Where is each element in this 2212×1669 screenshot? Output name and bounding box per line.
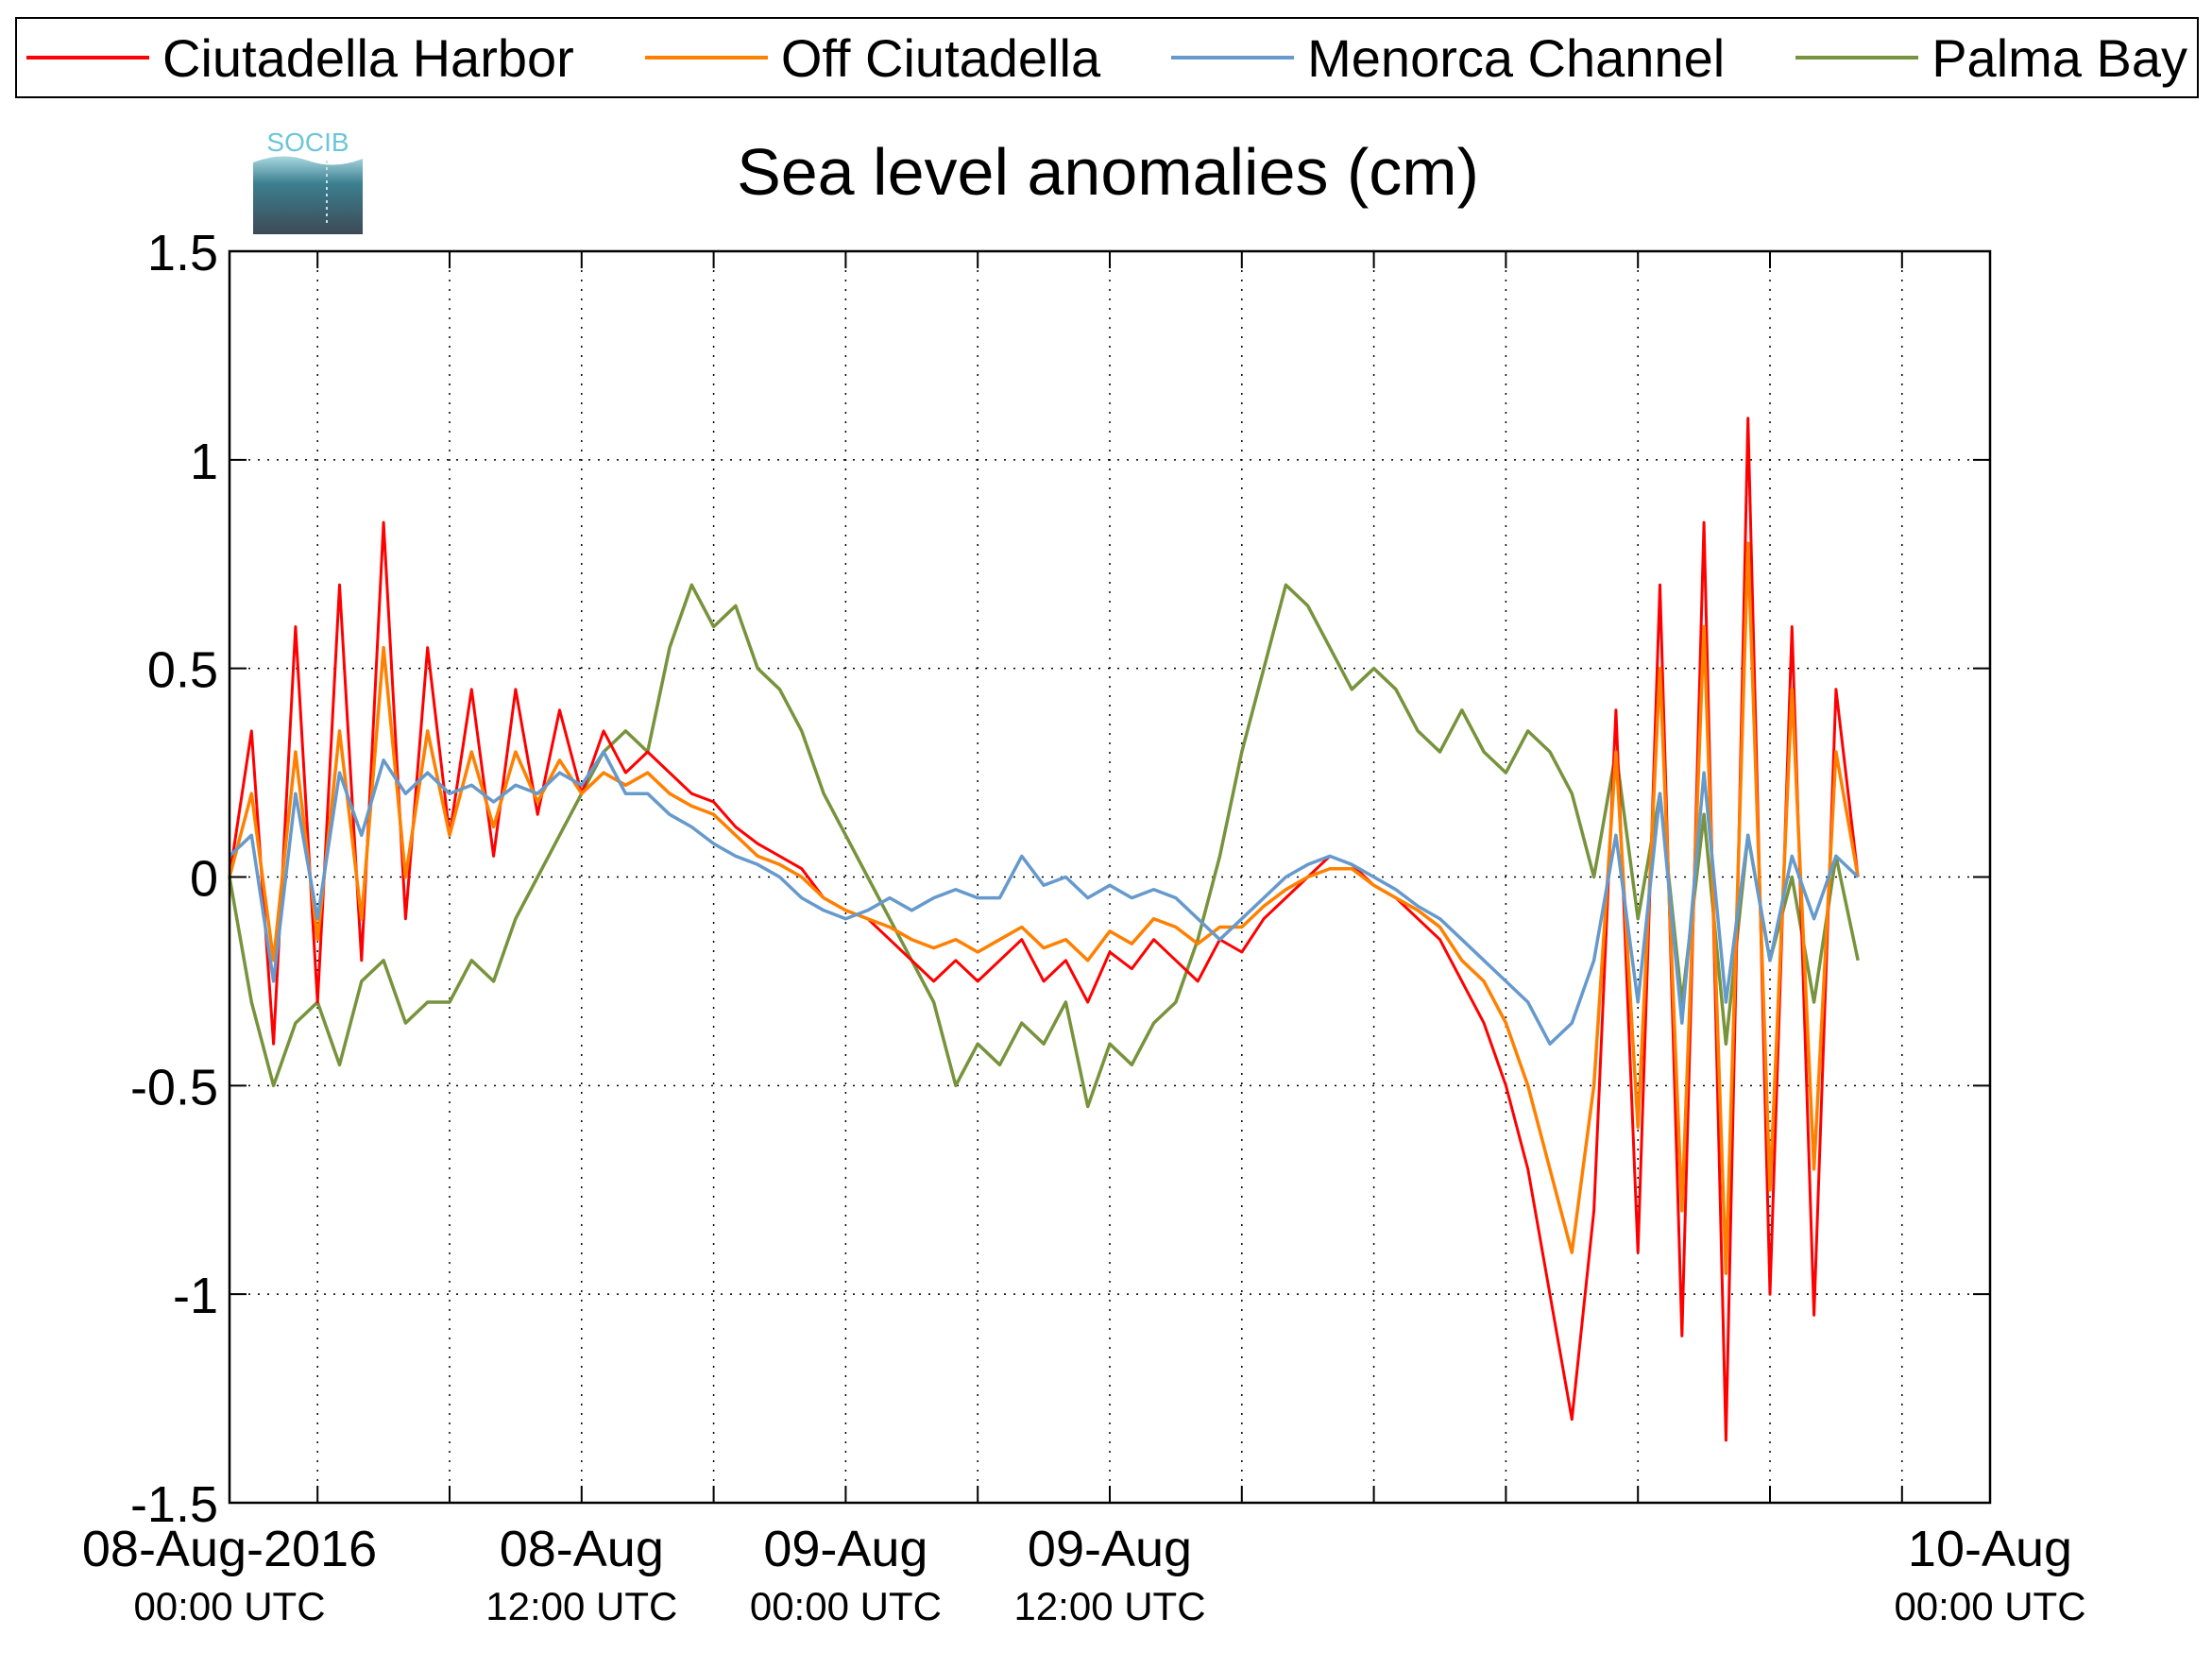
series-line-ciutadella-harbor [228,417,1860,1442]
socib-logo: SOCIB [253,128,363,234]
x-tick-label-time: 00:00 UTC [750,1584,942,1628]
legend-label: Ciutadella Harbor [162,27,574,88]
legend-label: Off Ciutadella [780,27,1101,88]
series-layer [228,417,1860,1442]
x-tick-label-time: 00:00 UTC [133,1584,325,1628]
x-tick-label-date: 08-Aug-2016 [82,1521,377,1577]
y-tick-label: 1 [190,434,218,490]
legend-swatch-menorca-channel [1171,56,1295,60]
y-tick-label: -1.5 [130,1476,218,1533]
series-line-palma-bay [228,583,1860,1109]
x-tick-label-time: 12:00 UTC [1013,1584,1205,1628]
axes: -1.5 -1 -0.5 0 0.5 1 1.5 08-Aug-2016 00:00 UTC 08… [82,225,2086,1628]
x-tick-label-date: 10-Aug [1908,1521,2072,1577]
legend-item-ciutadella-harbor[interactable]: Ciutadella Harbor [26,27,574,89]
logo-text: SOCIB [266,128,349,157]
y-tick-label: -1 [173,1268,218,1324]
series-line-off-ciutadella [228,541,1860,1275]
x-tick-label-date: 09-Aug [763,1521,927,1577]
legend-item-palma-bay[interactable]: Palma Bay [1795,27,2187,89]
legend-label: Palma Bay [1931,27,2187,88]
legend-swatch-off-ciutadella [644,56,768,60]
chart-title: Sea level anomalies (cm) [737,135,1479,209]
legend-swatch-palma-bay [1795,56,1919,60]
x-tick-label-time: 12:00 UTC [485,1584,677,1628]
y-tick-label: -0.5 [130,1059,218,1116]
series-line-menorca-channel [228,750,1860,1046]
y-tick-label: 0.5 [147,642,218,699]
x-tick-label-date: 09-Aug [1028,1521,1192,1577]
legend-item-off-ciutadella[interactable]: Off Ciutadella [644,27,1101,89]
legend-swatch-ciutadella-harbor [26,56,149,60]
y-tick-label: 0 [190,851,218,908]
x-tick-label-time: 00:00 UTC [1894,1584,2085,1628]
grid [230,251,1990,1503]
legend-item-menorca-channel[interactable]: Menorca Channel [1171,27,1725,89]
legend: Ciutadella Harbor Off Ciutadella Menorca… [15,17,2199,98]
x-tick-label-date: 08-Aug [500,1521,664,1577]
y-tick-label: 1.5 [147,225,218,281]
legend-label: Menorca Channel [1307,27,1726,88]
